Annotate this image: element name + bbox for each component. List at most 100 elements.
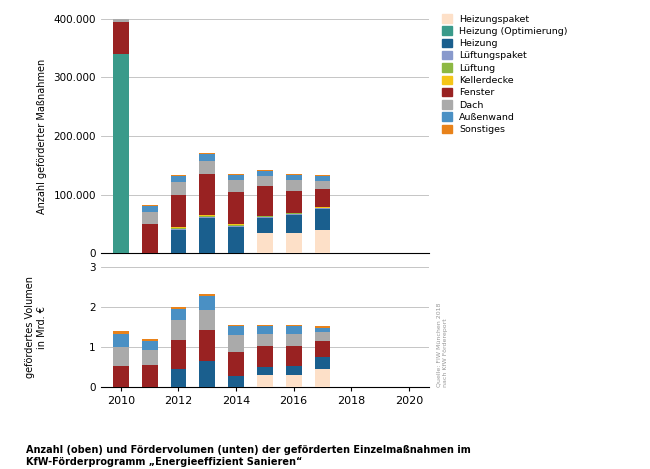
Bar — [142, 365, 157, 387]
Bar — [228, 224, 244, 225]
Bar — [170, 228, 187, 230]
Bar — [200, 294, 215, 296]
Bar — [228, 225, 244, 226]
Bar — [228, 226, 244, 227]
Bar — [315, 230, 330, 253]
Bar — [142, 212, 157, 224]
Y-axis label: Anzahl geförderter Maßnahmen: Anzahl geförderter Maßnahmen — [36, 58, 47, 214]
Bar — [228, 227, 244, 253]
Bar — [200, 153, 215, 154]
Bar — [142, 341, 157, 350]
Bar — [315, 326, 330, 327]
Bar — [170, 228, 187, 229]
Bar — [315, 341, 330, 357]
Bar — [228, 352, 244, 376]
Bar — [257, 333, 273, 346]
Bar — [257, 217, 273, 218]
Bar — [228, 192, 244, 224]
Bar — [142, 350, 157, 365]
Bar — [228, 326, 244, 335]
Bar — [286, 366, 302, 375]
Bar — [200, 330, 215, 361]
Bar — [142, 205, 157, 206]
Bar — [170, 369, 187, 387]
Bar — [200, 215, 215, 216]
Bar — [113, 22, 129, 54]
Bar — [113, 5, 129, 22]
Bar — [315, 175, 330, 176]
Bar — [170, 309, 187, 320]
Bar — [200, 161, 215, 174]
Bar — [113, 54, 129, 253]
Bar — [200, 218, 215, 253]
Bar — [170, 176, 187, 182]
Bar — [315, 207, 330, 208]
Bar — [170, 227, 187, 228]
Bar — [228, 180, 244, 192]
Bar — [257, 187, 273, 216]
Bar — [113, 0, 129, 5]
Bar — [200, 310, 215, 330]
Bar — [257, 326, 273, 333]
Bar — [113, 366, 129, 387]
Bar — [228, 325, 244, 326]
Bar — [200, 216, 215, 217]
Bar — [257, 176, 273, 187]
Bar — [257, 171, 273, 176]
Bar — [228, 335, 244, 352]
Bar — [113, 331, 129, 334]
Bar — [286, 215, 302, 233]
Bar — [228, 174, 244, 180]
Bar — [315, 333, 330, 341]
Bar — [257, 170, 273, 171]
Bar — [170, 320, 187, 340]
Bar — [286, 233, 302, 253]
Bar — [200, 217, 215, 218]
Bar — [257, 375, 273, 387]
Bar — [142, 339, 157, 341]
Bar — [286, 174, 302, 175]
Bar — [200, 361, 215, 387]
Bar — [286, 213, 302, 214]
Bar — [315, 327, 330, 333]
Bar — [315, 369, 330, 387]
Bar — [257, 233, 273, 253]
Bar — [286, 175, 302, 180]
Bar — [315, 176, 330, 181]
Bar — [200, 296, 215, 310]
Bar — [113, 347, 129, 366]
Bar — [286, 346, 302, 366]
Bar — [257, 346, 273, 367]
Bar — [257, 216, 273, 217]
Bar — [257, 218, 273, 233]
Bar — [170, 340, 187, 369]
Bar — [286, 190, 302, 213]
Bar — [170, 230, 187, 253]
Bar — [286, 325, 302, 326]
Bar — [286, 375, 302, 387]
Bar — [286, 326, 302, 333]
Bar — [257, 325, 273, 326]
Bar — [228, 376, 244, 387]
Bar — [170, 307, 187, 309]
Bar — [286, 180, 302, 190]
Bar — [315, 189, 330, 207]
Bar — [142, 224, 157, 253]
Bar — [286, 214, 302, 215]
Bar — [200, 154, 215, 161]
Bar — [315, 209, 330, 230]
Bar — [142, 206, 157, 212]
Bar — [170, 175, 187, 176]
Bar — [228, 174, 244, 175]
Bar — [113, 334, 129, 347]
Bar — [170, 182, 187, 195]
Y-axis label: gefördertes Volumen
in Mrd. €: gefördertes Volumen in Mrd. € — [25, 276, 47, 378]
Bar — [286, 333, 302, 346]
Bar — [170, 195, 187, 227]
Legend: Heizungspaket, Heizung (Optimierung), Heizung, Lüftungspaket, Lüftung, Kellerdec: Heizungspaket, Heizung (Optimierung), He… — [442, 14, 567, 134]
Bar — [257, 367, 273, 375]
Text: Quelle: FIW München 2018
nach KfW Fördereport: Quelle: FIW München 2018 nach KfW Förder… — [437, 303, 448, 387]
Text: Anzahl (oben) und Fördervolumen (unten) der geförderten Einzelmaßnahmen im
KfW-F: Anzahl (oben) und Fördervolumen (unten) … — [26, 445, 471, 467]
Bar — [315, 181, 330, 189]
Bar — [315, 357, 330, 369]
